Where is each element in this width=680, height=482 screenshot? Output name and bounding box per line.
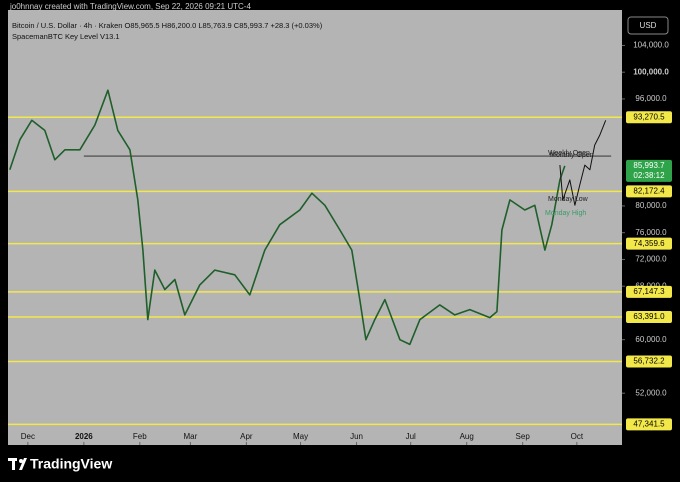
- brand: TradingView: [30, 456, 112, 472]
- key-level-box: [626, 111, 672, 124]
- x-tick-label: Jul: [406, 432, 416, 441]
- x-tick-label: Sep: [516, 432, 531, 441]
- chart-title: Bitcoin / U.S. Dollar · 4h · Kraken O85,…: [12, 21, 323, 30]
- key-level-box: [626, 185, 672, 198]
- plot-area: [8, 10, 622, 445]
- header: jo0hnnay created with TradingView.com, S…: [9, 2, 251, 11]
- key-level-box: [626, 355, 672, 368]
- key-level-label: 56,732.2: [633, 357, 665, 366]
- key-level-label: 93,270.5: [633, 112, 665, 121]
- y-tick-label: 96,000.0: [635, 94, 667, 103]
- x-tick-label: Dec: [21, 432, 35, 441]
- key-level-box: [626, 237, 672, 250]
- y-tick-label: 104,000.0: [633, 41, 669, 50]
- price-line: [559, 120, 607, 206]
- y-tick-label: 68,000.0: [635, 281, 667, 290]
- key-level-label: 47,341.5: [633, 419, 665, 428]
- price-line: [9, 89, 566, 346]
- y-tick-label: 76,000.0: [635, 228, 667, 237]
- key-level-label: 63,391.0: [633, 312, 665, 321]
- key-level-box: [626, 418, 672, 431]
- currency[interactable]: USD: [640, 21, 657, 30]
- countdown: 02:38:12: [633, 171, 665, 180]
- annotation: Monday High: [545, 210, 586, 217]
- x-tick-label: Feb: [133, 432, 147, 441]
- y-tick-label: 100,000.0: [633, 67, 669, 76]
- x-tick-label: 2026: [75, 432, 93, 441]
- key-level-box: [626, 311, 672, 324]
- logo: [8, 458, 27, 470]
- last-price-box: [626, 159, 672, 182]
- x-tick-label: Apr: [240, 432, 253, 441]
- chart-subtitle: SpacemanBTC Key Level V13.1: [12, 32, 120, 41]
- y-tick-label: 60,000.0: [635, 335, 667, 344]
- last-price-label: 85,993.7: [633, 161, 665, 170]
- currency-box[interactable]: [627, 16, 669, 35]
- y-tick-label: 80,000.0: [635, 201, 667, 210]
- key-level-label: 82,172.4: [633, 187, 665, 196]
- y-tick-label: 72,000.0: [635, 255, 667, 264]
- x-tick-label: Aug: [460, 432, 474, 441]
- x-tick-label: Jun: [350, 432, 363, 441]
- x-tick-label: May: [293, 432, 308, 441]
- annotation: Monday Low: [548, 196, 589, 203]
- x-tick-label: Oct: [571, 432, 584, 441]
- key-level-label: 74,359.6: [633, 239, 665, 248]
- key-level-box: [626, 285, 672, 298]
- key-level-label: 67,147.3: [633, 287, 665, 296]
- x-tick-label: Mar: [184, 432, 198, 441]
- y-tick-label: 52,000.0: [635, 388, 667, 397]
- annotation: Monthly Open: [550, 152, 594, 159]
- annotation: Weekly Open: [548, 150, 590, 157]
